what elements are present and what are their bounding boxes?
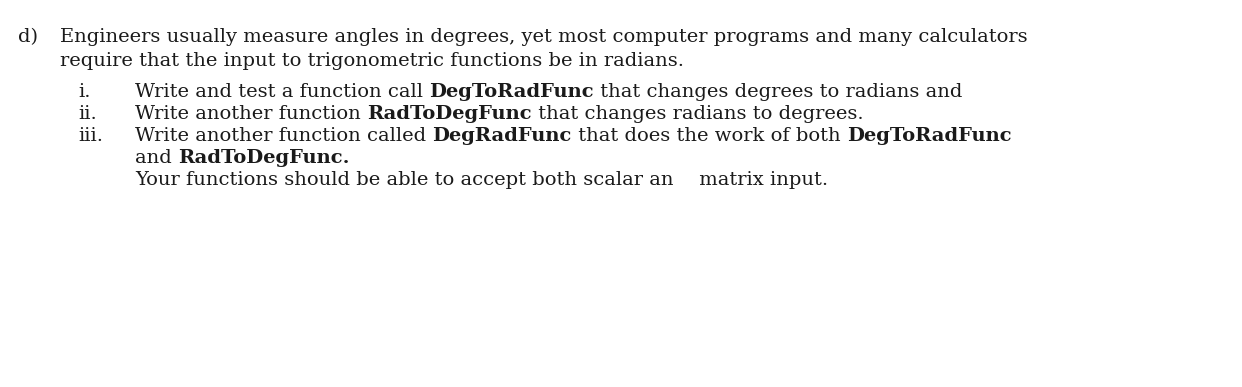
Text: that changes radians to degrees.: that changes radians to degrees. xyxy=(532,105,863,123)
Text: Write another function called: Write another function called xyxy=(135,127,432,145)
Text: iii.: iii. xyxy=(78,127,103,145)
Text: Write another function: Write another function xyxy=(135,105,366,123)
Text: d): d) xyxy=(17,28,39,46)
Text: that does the work of both: that does the work of both xyxy=(571,127,847,145)
Text: that changes degrees to radians and: that changes degrees to radians and xyxy=(594,83,963,101)
Text: Your functions should be able to accept both scalar an  matrix input.: Your functions should be able to accept … xyxy=(135,171,828,189)
Text: and: and xyxy=(135,149,178,167)
Text: i.: i. xyxy=(78,83,91,101)
Text: DegToRadFunc: DegToRadFunc xyxy=(430,83,594,101)
Text: Write and test a function call: Write and test a function call xyxy=(135,83,430,101)
Text: RadToDegFunc: RadToDegFunc xyxy=(366,105,532,123)
Text: DegToRadFunc: DegToRadFunc xyxy=(847,127,1011,145)
Text: RadToDegFunc.: RadToDegFunc. xyxy=(178,149,349,167)
Text: require that the input to trigonometric functions be in radians.: require that the input to trigonometric … xyxy=(60,52,684,70)
Text: DegRadFunc: DegRadFunc xyxy=(432,127,571,145)
Text: ii.: ii. xyxy=(78,105,97,123)
Text: Engineers usually measure angles in degrees, yet most computer programs and many: Engineers usually measure angles in degr… xyxy=(60,28,1027,46)
